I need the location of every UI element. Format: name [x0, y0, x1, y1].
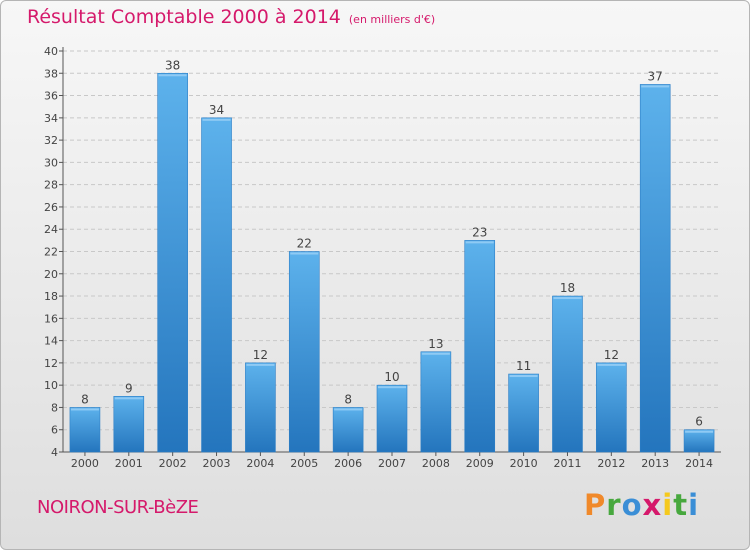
bar-highlight [158, 74, 187, 77]
bar-2001 [113, 396, 145, 453]
bar-highlight [641, 85, 670, 88]
y-tick-label: 12 [44, 357, 58, 370]
bar-highlight [378, 386, 406, 389]
bar-2007 [376, 384, 408, 453]
y-tick-label: 40 [44, 45, 58, 58]
chart-title: Résultat Comptable 2000 à 2014 (en millie… [27, 6, 435, 28]
x-tick-label-2004: 2004 [246, 457, 274, 470]
bar-2011 [552, 295, 583, 453]
logo-letter: P [584, 488, 607, 522]
x-tick-label-2002: 2002 [159, 457, 187, 470]
x-tick-label-2012: 2012 [597, 457, 625, 470]
y-tick-label: 26 [44, 201, 58, 214]
bar-highlight [334, 408, 363, 411]
y-tick-label: 16 [44, 312, 58, 325]
value-label-2005: 22 [297, 237, 312, 251]
y-tick-label: 38 [44, 67, 58, 80]
bar-2008 [420, 351, 452, 453]
value-label-2013: 37 [648, 69, 663, 83]
bar-highlight [202, 118, 231, 121]
x-tick-label-2009: 2009 [466, 457, 494, 470]
logo-letter: r [606, 488, 622, 522]
y-tick-label: 32 [44, 134, 58, 147]
value-label-2004: 12 [253, 348, 268, 362]
y-tick-label: 22 [44, 246, 58, 259]
x-tick-label-2005: 2005 [290, 457, 318, 470]
bar-highlight [685, 430, 714, 433]
x-tick-label-2000: 2000 [71, 457, 99, 470]
value-label-2002: 38 [165, 58, 180, 72]
logo-letter: o [621, 488, 643, 522]
bar-2002 [157, 72, 188, 453]
logo-letter: t [673, 488, 689, 522]
bar-highlight [290, 252, 319, 255]
value-label-2008: 13 [428, 337, 443, 351]
y-tick-label: 10 [44, 379, 58, 392]
logo-letter: x [642, 488, 663, 522]
bar-highlight [114, 397, 143, 400]
bars [69, 72, 715, 453]
bar-2014 [683, 429, 715, 453]
bar-2013 [639, 84, 671, 453]
bar-highlight [246, 363, 275, 366]
value-label-2007: 10 [384, 370, 399, 384]
logo-letter: i [688, 488, 700, 522]
y-tick-label: 30 [44, 156, 58, 169]
y-tick-label: 28 [44, 179, 58, 192]
y-tick-label: 6 [51, 424, 58, 437]
y-tick-label: 8 [51, 401, 58, 414]
x-tick-label-2013: 2013 [641, 457, 669, 470]
labels: 4 6 8 10 12 14 16 18 20 22 24 26 28 30 32 34 36 38 40 8 2000… [44, 45, 713, 470]
x-tick-label-2001: 2001 [115, 457, 143, 470]
x-tick-label-2014: 2014 [685, 457, 713, 470]
bar-2003 [201, 117, 232, 453]
chart-unit: (en milliers d'€) [348, 13, 436, 26]
bar-2005 [288, 251, 320, 453]
value-label-2003: 34 [209, 103, 224, 117]
location-name: NOIRON-SUR-BèZE [37, 497, 199, 518]
value-label-2010: 11 [516, 359, 531, 373]
y-tick-label: 36 [44, 90, 58, 103]
value-label-2001: 9 [125, 381, 133, 395]
x-tick-label-2006: 2006 [334, 457, 362, 470]
value-label-2009: 23 [472, 225, 487, 239]
y-tick-label: 14 [44, 335, 58, 348]
y-tick-label: 20 [44, 268, 58, 281]
bar-highlight [70, 408, 99, 411]
y-tick-label: 4 [51, 446, 58, 459]
y-tick-label: 18 [44, 290, 58, 303]
value-label-2014: 6 [695, 415, 703, 429]
bar-2006 [332, 407, 364, 453]
x-tick-label-2007: 2007 [378, 457, 406, 470]
value-label-2000: 8 [81, 392, 89, 406]
x-tick-label-2010: 2010 [510, 457, 538, 470]
x-tick-label-2011: 2011 [553, 457, 581, 470]
bar-2012 [596, 362, 627, 453]
bar-highlight [553, 297, 582, 300]
proxiti-logo: Proxiti [584, 488, 699, 522]
y-tick-label: 24 [44, 223, 58, 236]
bar-2009 [464, 240, 496, 453]
x-tick-label-2008: 2008 [422, 457, 450, 470]
value-label-2011: 18 [560, 281, 575, 295]
value-label-2012: 12 [604, 348, 619, 362]
bar-2010 [508, 373, 539, 453]
logo-letter: i [662, 488, 674, 522]
bar-2000 [69, 407, 101, 453]
x-tick-label-2003: 2003 [203, 457, 231, 470]
bar-highlight [509, 375, 538, 378]
bar-highlight [465, 241, 494, 244]
bar-2004 [245, 362, 276, 453]
chart-title-text: Résultat Comptable 2000 à 2014 [27, 6, 341, 28]
y-tick-label: 34 [44, 112, 58, 125]
value-label-2006: 8 [344, 392, 352, 406]
bar-highlight [597, 363, 626, 366]
bar-highlight [421, 352, 450, 355]
